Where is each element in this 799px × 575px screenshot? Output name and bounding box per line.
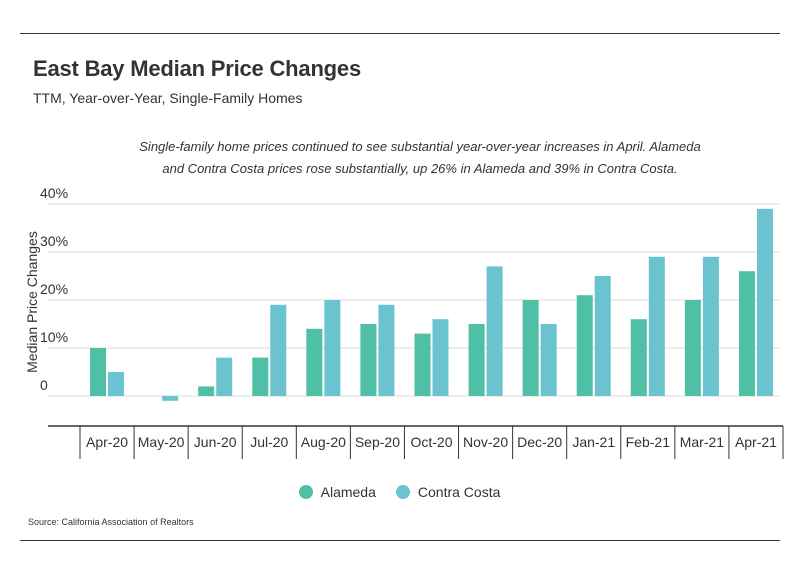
bar-alameda — [306, 328, 323, 396]
bar-contra-costa — [270, 304, 287, 396]
y-tick-label: 10% — [40, 329, 68, 345]
bar-alameda — [684, 300, 701, 396]
x-tick-label: Jun-20 — [194, 434, 237, 450]
x-tick-label: Oct-20 — [410, 434, 452, 450]
chart-annotation: Single-family home prices continued to s… — [130, 136, 710, 180]
x-tick-label: Mar-21 — [680, 434, 725, 450]
bar-alameda — [576, 295, 593, 396]
top-rule — [20, 33, 780, 34]
bar-contra-costa — [378, 304, 395, 396]
legend-label-contra-costa: Contra Costa — [417, 484, 501, 500]
bottom-rule — [20, 540, 780, 541]
bar-alameda — [252, 357, 269, 396]
bar-contra-costa — [162, 396, 179, 401]
bar-contra-costa — [432, 319, 449, 396]
y-tick-label: 30% — [40, 233, 68, 249]
bar-contra-costa — [756, 208, 773, 396]
source-note: Source: California Association of Realto… — [28, 517, 194, 527]
x-tick-label: May-20 — [138, 434, 185, 450]
x-tick-label: Feb-21 — [626, 434, 671, 450]
legend-swatch-alameda — [298, 485, 313, 499]
bar-contra-costa — [108, 372, 125, 396]
bar-contra-costa — [540, 324, 557, 396]
x-tick-label: Jul-20 — [250, 434, 288, 450]
annotation-line-1: Single-family home prices continued to s… — [139, 139, 701, 154]
bar-alameda — [414, 333, 431, 396]
x-tick-label: Apr-21 — [735, 434, 777, 450]
chart-subtitle: TTM, Year-over-Year, Single-Family Homes — [33, 90, 303, 106]
legend-label-alameda: Alameda — [320, 484, 376, 500]
bar-alameda — [360, 324, 377, 396]
y-tick-label: 40% — [40, 185, 68, 201]
annotation-line-2: and Contra Costa prices rose substantial… — [162, 161, 678, 176]
x-tick-label: Jan-21 — [572, 434, 615, 450]
bar-alameda — [630, 319, 647, 396]
x-tick-label: Apr-20 — [86, 434, 128, 450]
bar-contra-costa — [324, 300, 341, 396]
chart-title: East Bay Median Price Changes — [33, 56, 361, 81]
x-tick-label: Dec-20 — [517, 434, 562, 450]
bar-alameda — [738, 271, 755, 396]
legend-item-alameda: Alameda — [298, 484, 376, 500]
bar-contra-costa — [216, 357, 233, 396]
legend-item-contra-costa: Contra Costa — [395, 484, 501, 500]
x-tick-label: Aug-20 — [301, 434, 346, 450]
bar-alameda — [468, 324, 485, 396]
bar-contra-costa — [594, 276, 611, 396]
y-tick-label: 20% — [40, 281, 68, 297]
y-tick-label: 0 — [40, 377, 48, 393]
bar-alameda — [90, 348, 107, 396]
chart-legend: Alameda Contra Costa — [0, 484, 799, 500]
bar-contra-costa — [702, 256, 719, 396]
x-tick-label: Sep-20 — [355, 434, 400, 450]
y-axis-title: Median Price Changes — [24, 231, 40, 373]
bar-alameda — [522, 300, 539, 396]
legend-swatch-contra-costa — [395, 485, 410, 499]
x-tick-label: Nov-20 — [463, 434, 508, 450]
bar-contra-costa — [648, 256, 665, 396]
bar-contra-costa — [486, 266, 503, 396]
bar-alameda — [198, 386, 215, 396]
